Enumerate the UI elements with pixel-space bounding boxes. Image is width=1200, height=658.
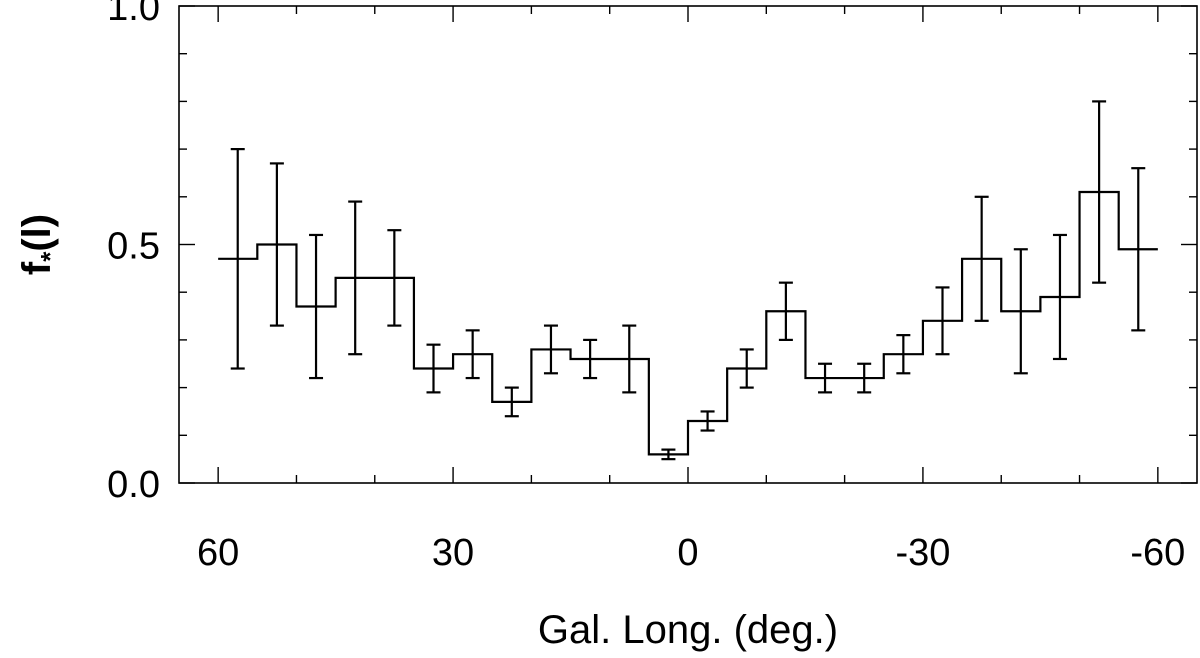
- error-bar: [583, 338, 598, 380]
- x-tick-label: -30: [895, 532, 950, 574]
- y-tick-label: 0.0: [107, 464, 160, 506]
- error-bar: [543, 324, 558, 375]
- y-tick-label: 1.0: [107, 0, 160, 29]
- error-bar: [974, 195, 989, 322]
- y-tick-label: 0.5: [107, 226, 160, 268]
- y-axis-title: f*(l): [15, 214, 65, 275]
- error-bar: [935, 286, 950, 356]
- error-bar: [426, 343, 441, 394]
- error-bar: [387, 229, 402, 327]
- tick-labels: 60 30 0 -30 -60 0.0 0.5 1.0: [107, 0, 1185, 574]
- y-axis-title-subscript: *: [35, 251, 65, 262]
- plot-frame: [178, 5, 1198, 484]
- error-bar: [700, 410, 715, 432]
- data-layer: [218, 100, 1158, 461]
- error-bar: [504, 386, 519, 418]
- y-axis-title-suffix: (l): [15, 214, 59, 252]
- x-tick-label: 60: [197, 532, 239, 574]
- error-bar: [1131, 167, 1146, 332]
- error-bar: [818, 362, 833, 394]
- x-axis-title: Gal. Long. (deg.): [538, 608, 838, 652]
- error-bar: [465, 329, 480, 380]
- error-bar: [739, 348, 754, 389]
- error-bar: [778, 281, 793, 341]
- axis-ticks: [179, 5, 1197, 484]
- error-bar: [896, 334, 911, 375]
- x-tick-label: 30: [432, 532, 474, 574]
- error-bar: [309, 233, 324, 380]
- x-tick-label: -60: [1130, 532, 1185, 574]
- error-bar: [1052, 233, 1067, 361]
- error-bar: [1092, 100, 1107, 284]
- error-bar: [269, 162, 284, 327]
- step-line: [218, 190, 1158, 456]
- error-bar: [622, 324, 637, 394]
- error-bar: [348, 200, 363, 356]
- x-tick-label: 0: [677, 532, 698, 574]
- error-bar: [661, 448, 676, 461]
- y-axis-title-main: f: [15, 261, 59, 275]
- error-bar: [857, 362, 872, 394]
- error-bar: [230, 148, 245, 370]
- error-bar: [1013, 248, 1028, 375]
